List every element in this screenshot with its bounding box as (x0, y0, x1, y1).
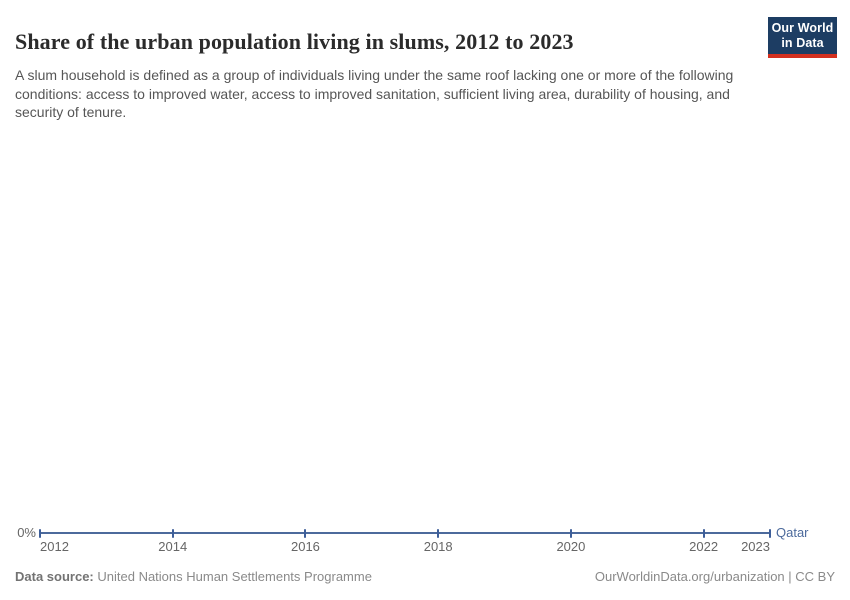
x-tick-label-2020: 2020 (556, 539, 586, 554)
data-point-2012 (39, 528, 41, 538)
x-tick-label-2012: 2012 (40, 539, 69, 554)
data-point-2022 (702, 528, 705, 538)
x-tick-label-2022: 2022 (689, 539, 719, 554)
data-line-qatar (40, 532, 770, 534)
data-point-2018 (437, 528, 440, 538)
data-point-2014 (171, 528, 174, 538)
owid-logo: Our World in Data (768, 17, 837, 58)
x-tick-label-2018: 2018 (423, 539, 453, 554)
owid-logo-line-1: Our World (771, 20, 834, 35)
owid-logo-line-2: in Data (781, 35, 824, 50)
chart-title: Share of the urban population living in … (15, 28, 574, 54)
x-tick-label-2016: 2016 (290, 539, 320, 554)
x-tick-label-2023: 2023 (741, 539, 770, 554)
chart-subtitle: A slum household is defined as a group o… (15, 67, 734, 120)
data-source-value: United Nations Human Settlements Program… (97, 569, 372, 584)
owid-logo-red-bar (768, 54, 837, 58)
data-source: Data source: United Nations Human Settle… (15, 569, 372, 585)
license-note: OurWorldinData.org/urbanization | CC BY (594, 569, 835, 584)
data-source-label: Data source: (15, 569, 94, 584)
entity-label: Qatar (776, 525, 809, 540)
data-point-2020 (569, 528, 572, 538)
owid-logo-box: Our World in Data (768, 17, 837, 54)
footer: Data source: United Nations Human Settle… (15, 569, 835, 585)
data-point-2023 (769, 528, 771, 538)
data-point-2016 (304, 528, 307, 538)
plot-area (0, 110, 850, 540)
x-tick-label-2014: 2014 (158, 539, 188, 554)
y-axis-zero-label: 0% (17, 525, 36, 540)
